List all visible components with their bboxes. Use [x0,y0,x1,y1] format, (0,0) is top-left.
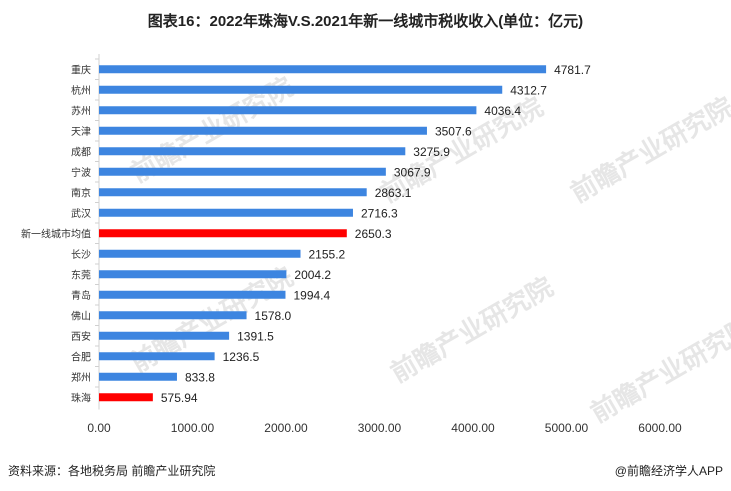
bar [99,188,367,197]
x-tick-label: 5000.00 [545,421,589,435]
bar [99,229,347,238]
category-label: 合肥 [71,350,91,363]
data-label: 1578.0 [255,309,292,323]
bar [99,147,406,156]
source-note: 资料来源：各地税务局 前瞻产业研究院 [8,464,216,478]
category-label: 郑州 [71,371,91,384]
x-tick-label: 3000.00 [358,421,402,435]
bar [99,270,287,279]
x-tick-label: 6000.00 [638,421,682,435]
category-label: 重庆 [71,63,91,76]
category-label: 珠海 [71,391,91,404]
bar [99,352,215,361]
category-label: 南京 [71,186,91,199]
category-label: 成都 [71,146,91,158]
bar [99,106,477,115]
data-label: 2004.2 [294,268,331,282]
category-label: 武汉 [71,207,91,220]
category-label: 新一线城市均值 [21,227,91,240]
bar [99,311,247,320]
x-tick-label: 1000.00 [171,421,215,435]
category-label: 宁波 [71,166,91,179]
category-label: 西安 [71,330,91,343]
bar [99,393,153,402]
bar [99,126,427,135]
data-label: 1994.4 [293,288,330,302]
x-tick-label: 0.00 [87,421,111,435]
category-label: 长沙 [71,249,91,261]
bar [99,167,386,176]
data-label: 1391.5 [237,329,274,343]
category-label: 苏州 [71,104,91,117]
data-label: 4036.4 [484,104,521,118]
data-label: 1236.5 [223,350,260,364]
data-label: 575.94 [161,391,198,405]
chart-title: 图表16：2022年珠海V.S.2021年新一线城市税收收入(单位：亿元) [147,13,584,30]
bar [99,208,353,217]
bar [99,85,503,94]
x-tick-label: 2000.00 [264,421,308,435]
data-label: 2863.1 [375,186,412,200]
category-label: 东莞 [71,268,91,281]
data-label: 4781.7 [554,63,591,77]
data-label: 833.8 [185,370,215,384]
bar [99,372,177,381]
data-label: 4312.7 [510,83,547,97]
bar [99,331,230,340]
bar [99,249,301,258]
category-label: 杭州 [71,84,91,97]
data-label: 3067.9 [394,165,431,179]
data-label: 2155.2 [309,247,346,261]
category-label: 佛山 [71,309,91,322]
bar [99,290,286,299]
data-label: 2650.3 [355,227,392,241]
data-label: 3507.6 [435,124,472,138]
data-label: 3275.9 [413,145,450,159]
category-label: 天津 [71,126,91,138]
bar [99,65,547,74]
x-tick-label: 4000.00 [451,421,495,435]
category-label: 青岛 [71,289,91,302]
brand-label: @前瞻经济学人APP [614,464,723,478]
data-label: 2716.3 [361,206,398,220]
